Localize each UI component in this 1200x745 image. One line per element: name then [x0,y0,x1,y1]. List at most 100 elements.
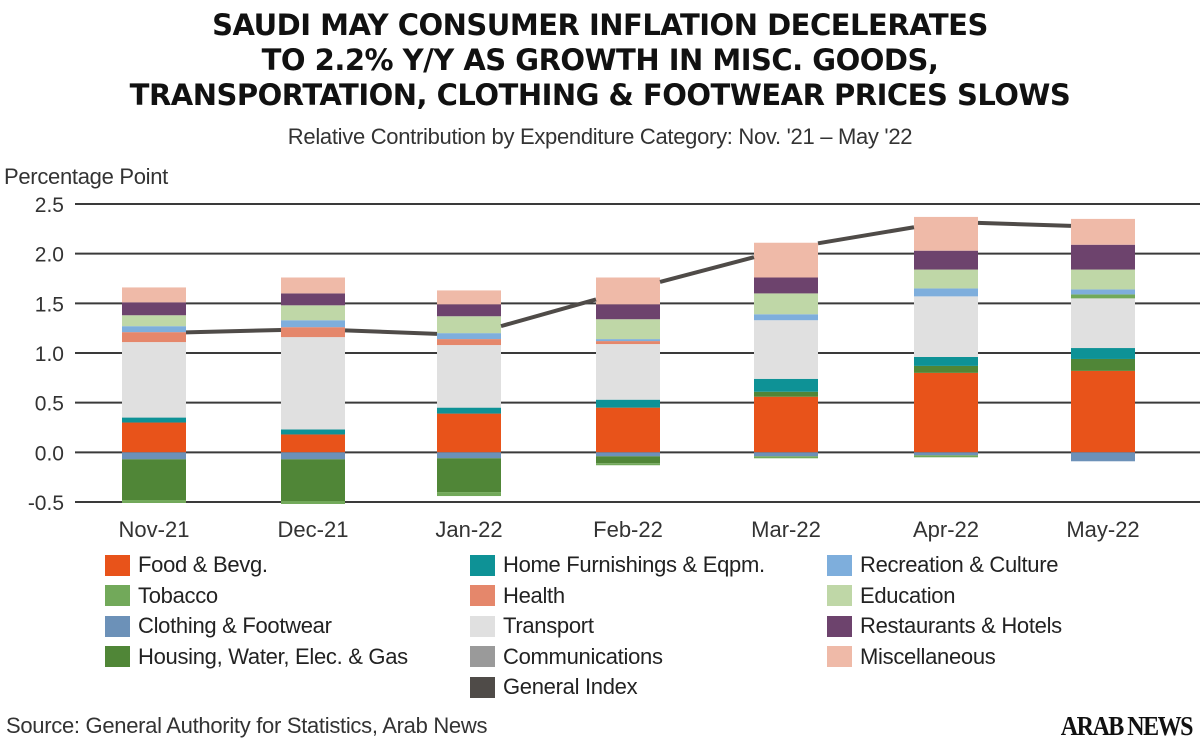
legend-swatch [827,615,852,637]
bar-segment [281,434,345,453]
y-tick-label: 2.0 [35,244,64,267]
bar-segment [596,341,660,345]
bar-segment [281,429,345,435]
x-tick-label: Dec-21 [278,517,349,542]
bar-segment [281,327,345,338]
legend-label: Home Furnishings & Eqpm. [503,552,765,577]
y-tick-label: 1.0 [35,343,64,366]
x-tick-label: Nov-21 [119,517,190,542]
bar-segment [914,296,978,357]
legend-item: General Index [470,674,638,700]
bar-segment [1071,358,1135,371]
bar-segment [122,422,186,453]
bar-segment [914,269,978,289]
legend-label: Housing, Water, Elec. & Gas [138,643,408,669]
bar-stack-apr-22 [914,216,978,458]
bar-segment [437,316,501,334]
legend-label: Health [503,582,565,608]
legend-label: Restaurants & Hotels [860,613,1062,638]
bar-segment [914,452,978,456]
bar-segment [754,293,818,315]
bar-segment [437,333,501,340]
bar-segment [1071,218,1135,245]
legend-swatch [105,615,130,637]
bar-segment [281,337,345,430]
legend-item: Restaurants & Hotels [827,613,1062,639]
bar-segment [914,455,978,458]
bars [122,216,1135,504]
bar-stack-feb-22 [596,277,660,466]
bar-segment [914,372,978,453]
general-index-segment [659,255,755,284]
bar-stack-mar-22 [754,242,818,459]
bar-segment [596,463,660,466]
general-index-segment [500,297,597,329]
bar-segment [122,315,186,327]
legend-swatch [470,676,495,698]
bar-stack-nov-21 [122,287,186,503]
bar-segment [437,290,501,305]
title-line-2: TO 2.2% Y/Y AS GROWTH IN MISC. GOODS, [261,43,939,77]
bar-segment [1071,348,1135,359]
y-tick-label: 0.5 [35,393,64,416]
bar-segment [754,452,818,457]
bar-segment [596,452,660,457]
x-tick-label: May-22 [1066,517,1139,542]
bar-segment [914,356,978,366]
legend-swatch [470,615,495,637]
bar-segment [1071,294,1135,299]
legend-swatch [827,554,852,576]
bar-segment [437,413,501,453]
bar-segment [281,277,345,294]
source-note: Source: General Authority for Statistics… [6,713,488,738]
x-tick-labels: Nov-21 Dec-21 Jan-22 Feb-22 Mar-22 Apr-22 May-… [119,517,1140,542]
bar-segment [596,407,660,453]
x-tick-label: Mar-22 [751,517,821,542]
bar-segment [596,277,660,305]
legend-label: Clothing & Footwear [138,613,332,638]
legend-label: Transport [503,613,594,638]
y-axis-label: Percentage Point [4,164,168,189]
y-tick-labels: 2.5 2.0 1.5 1.0 0.5 0.0 -0.5 [28,194,64,515]
bar-segment [122,459,186,501]
bar-segment [754,314,818,321]
legend-item: Recreation & Culture [827,552,1059,578]
chart-subtitle: Relative Contribution by Expenditure Cat… [287,124,913,149]
bar-segment [754,456,818,459]
legend-item: Clothing & Footwear [105,613,332,639]
title-line-1: SAUDI MAY CONSUMER INFLATION DECELERATES [212,8,988,42]
bar-segment [122,326,186,333]
legend: Food & Bevg. Tobacco Clothing & Footwear Ho… [0,552,1200,702]
bar-segment [596,344,660,400]
x-tick-label: Jan-22 [435,517,502,542]
general-index-segment [344,328,438,336]
bar-segment [122,417,186,423]
legend-label: Food & Bevg. [138,552,268,577]
y-tick-label: -0.5 [28,492,64,515]
bar-segment [1071,452,1135,462]
bar-segment [437,339,501,346]
legend-item: Miscellaneous [827,644,996,670]
legend-label: Communications [503,643,663,669]
bar-segment [122,500,186,503]
legend-item: Communications [470,644,663,670]
bar-segment [437,492,501,497]
legend-label: Recreation & Culture [860,552,1059,577]
legend-swatch [105,585,130,606]
bar-segment [281,293,345,306]
bar-segment [596,456,660,464]
legend-item: Home Furnishings & Eqpm. [470,552,765,578]
legend-item: Health [470,583,565,609]
legend-swatch [827,646,852,667]
bar-segment [437,407,501,414]
legend-item: Housing, Water, Elec. & Gas [105,644,408,670]
bar-segment [914,250,978,270]
bar-segment [122,452,186,460]
x-tick-label: Apr-22 [913,517,979,542]
bar-segment [754,391,818,397]
bar-segment [122,332,186,343]
bar-segment [281,320,345,328]
bar-segment [281,501,345,504]
chart-plot: 2.5 2.0 1.5 1.0 0.5 0.0 -0.5 Nov-21 Dec-21 Jan-2… [28,194,1200,542]
title-line-3: TRANSPORTATION, CLOTHING & FOOTWEAR PRIC… [129,78,1071,112]
